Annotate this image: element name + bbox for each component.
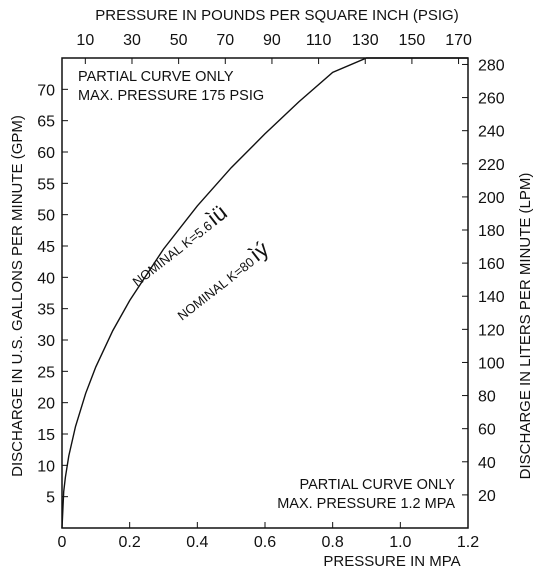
right-tick-label-3: 80 — [478, 389, 496, 406]
right-tick-label-5: 120 — [478, 322, 505, 339]
left-tick-label-2: 15 — [37, 427, 55, 444]
left-tick-label-13: 70 — [37, 82, 55, 99]
bottom-tick-label-5: 1.0 — [389, 534, 411, 551]
top-note-line-1: PARTIAL CURVE ONLY — [78, 69, 234, 85]
right-tick-label-9: 200 — [478, 190, 505, 207]
left-tick-label-9: 50 — [37, 208, 55, 225]
top-note-line-2: MAX. PRESSURE 175 PSIG — [78, 88, 264, 104]
left-axis-ticks: 5 10 15 20 25 30 35 40 45 50 55 60 65 70 — [37, 82, 68, 507]
bottom-note-line-2: MAX. PRESSURE 1.2 MPA — [277, 496, 455, 512]
right-tick-label-8: 180 — [478, 223, 505, 240]
right-tick-label-2: 60 — [478, 422, 496, 439]
right-axis-title: DISCHARGE IN LITERS PER MINUTE (LPM) — [517, 173, 534, 480]
right-tick-label-1: 40 — [478, 455, 496, 472]
left-tick-label-12: 65 — [37, 114, 55, 131]
top-tick-label-3: 70 — [216, 32, 234, 49]
bottom-tick-label-0: 0 — [58, 534, 67, 551]
top-tick-label-2: 50 — [170, 32, 188, 49]
bottom-axis-title: PRESSURE IN MPA — [323, 553, 460, 570]
left-tick-label-3: 20 — [37, 396, 55, 413]
right-tick-label-4: 100 — [478, 355, 505, 372]
curve-label-k56: NOMINAL K=5.6 — [130, 218, 215, 289]
right-tick-label-7: 160 — [478, 256, 505, 273]
left-tick-label-5: 30 — [37, 333, 55, 350]
top-tick-label-8: 170 — [445, 32, 472, 49]
left-tick-label-8: 45 — [37, 239, 55, 256]
top-axis-ticks: 10 30 50 70 90 110 130 150 170 — [76, 32, 472, 64]
left-tick-label-4: 25 — [37, 364, 55, 381]
top-axis-title: PRESSURE IN POUNDS PER SQUARE INCH (PSIG… — [95, 7, 458, 24]
top-tick-label-6: 130 — [352, 32, 379, 49]
top-tick-label-7: 150 — [399, 32, 426, 49]
left-axis-title: DISCHARGE IN U.S. GALLONS PER MINUTE (GP… — [9, 115, 26, 477]
right-axis-ticks: 20 40 60 80 100 120 140 160 180 200 220 240 260 280 — [462, 57, 505, 505]
right-tick-label-6: 140 — [478, 289, 505, 306]
top-tick-label-0: 10 — [76, 32, 94, 49]
left-tick-label-7: 40 — [37, 270, 55, 287]
left-tick-label-11: 60 — [37, 145, 55, 162]
bottom-tick-label-2: 0.4 — [186, 534, 208, 551]
left-tick-label-1: 10 — [37, 458, 55, 475]
left-tick-label-0: 5 — [46, 490, 55, 507]
plot-frame — [61, 57, 469, 529]
left-tick-label-6: 35 — [37, 302, 55, 319]
bottom-tick-label-3: 0.6 — [254, 534, 276, 551]
top-tick-label-5: 110 — [306, 32, 332, 49]
bottom-tick-label-1: 0.2 — [119, 534, 141, 551]
top-tick-label-4: 90 — [263, 32, 281, 49]
right-tick-label-13: 280 — [478, 57, 505, 74]
curve-label-k80: NOMINAL K=80 — [175, 254, 258, 323]
right-tick-label-11: 240 — [478, 124, 505, 141]
bottom-tick-label-4: 0.8 — [322, 534, 344, 551]
bottom-axis-ticks: 0 0.2 0.4 0.6 0.8 1.0 1.2 — [58, 522, 479, 551]
right-tick-label-0: 20 — [478, 488, 496, 505]
right-tick-label-10: 220 — [478, 157, 505, 174]
bottom-note-line-1: PARTIAL CURVE ONLY — [299, 477, 455, 493]
top-tick-label-1: 30 — [123, 32, 141, 49]
bottom-tick-label-6: 1.2 — [457, 534, 479, 551]
right-tick-label-12: 260 — [478, 91, 505, 108]
discharge-curve — [61, 57, 468, 529]
left-tick-label-10: 55 — [37, 176, 55, 193]
